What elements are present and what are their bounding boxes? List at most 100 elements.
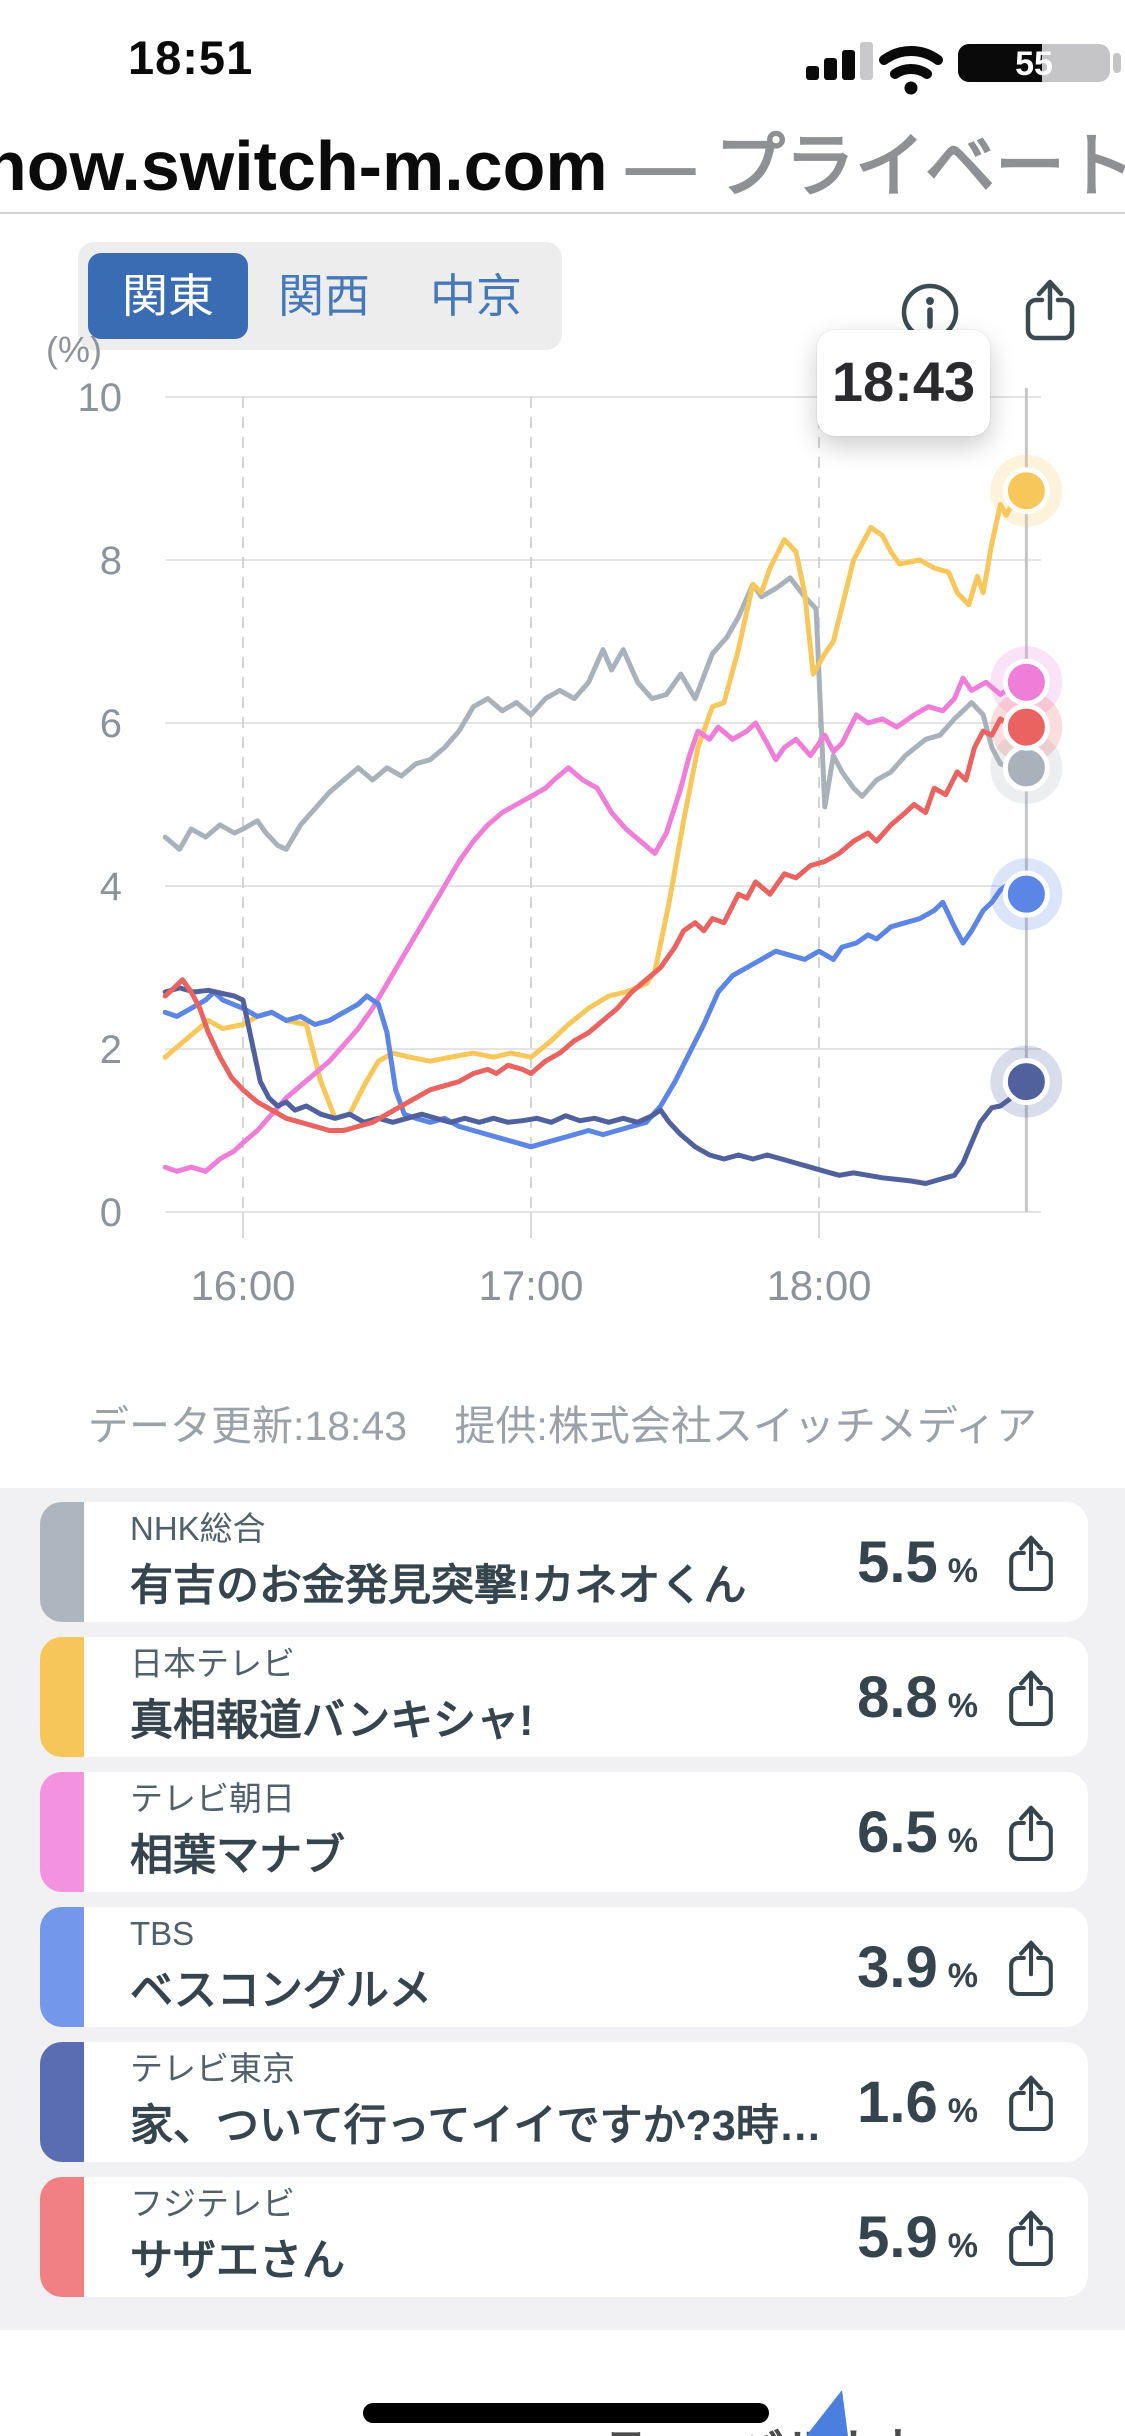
y-axis-tick-label: 10 [78,376,123,420]
series-marker [1002,467,1050,515]
status-icons: 55 [765,0,1125,100]
network-name: 日本テレビ [130,1644,295,1682]
x-axis-tick-label: 17:00 [478,1262,583,1309]
channel-card[interactable]: 日本テレビ 真相報道バンキシャ! 8.8% [40,1637,1088,1757]
series-line [162,985,1029,1186]
rating-unit: % [947,1686,978,1725]
program-title: 相葉マナブ [130,1832,345,1881]
private-browsing-label: — プライベート [625,127,1125,205]
tab-chukyo[interactable]: 中京 [430,270,522,322]
share-icon[interactable] [1004,1533,1058,1591]
rating-number: 5.9 [857,2204,938,2270]
share-icon[interactable] [1004,1803,1058,1861]
rating-value: 3.9% [857,1934,978,2001]
channel-list: NHK総合 有吉のお金発見突撃!カネオくん 5.5% 日本テレビ 真相報道バンキシャ! 8… [40,1502,1088,2297]
program-title: サザエさん [130,2237,345,2286]
series-marker [1002,744,1050,792]
channel-meta: テレビ東京家、ついて行ってイイですか?3時… [130,2049,845,2153]
rating-value: 5.9% [857,2204,978,2271]
network-name: NHK総合 [130,1509,266,1547]
series-line [162,716,1029,1133]
x-axis-tick-label: 16:00 [190,1262,295,1309]
rating-value: 8.8% [857,1664,978,1731]
rating-number: 6.5 [857,1799,938,1865]
channel-color-strip [40,1502,84,1622]
data-provider-label: 提供:株式会社スイッチメディア [454,1403,1037,1449]
address-bar[interactable]: now.switch-m.com — プライベート [0,100,1125,214]
rating-number: 3.9 [857,1934,938,2000]
channel-meta: フジテレビ サザエさん [130,2185,845,2288]
share-icon[interactable] [1004,1668,1058,1726]
share-icon[interactable] [1018,278,1082,342]
data-source-footer: データ更新:18:43 提供:株式会社スイッチメディア [0,1392,1125,1452]
channel-card[interactable]: NHK総合 有吉のお金発見突撃!カネオくん 5.5% [40,1502,1088,1622]
share-icon[interactable] [1004,1938,1058,1996]
rating-value: 1.6% [857,2069,978,2136]
wifi-icon [879,46,943,95]
channel-color-strip [40,1907,84,2027]
channel-color-strip [40,2042,84,2162]
channel-color-strip [40,1772,84,1892]
y-axis-tick-label: 0 [100,1191,122,1235]
y-axis-tick-label: 6 [100,702,122,746]
url-domain: now.switch-m.com [0,127,608,205]
program-title: 家、ついて行ってイイですか?3時… [130,2102,822,2151]
x-axis-tick-label: 18:00 [766,1262,871,1309]
rating-value: 5.5% [857,1529,978,1596]
rating-number: 8.8 [857,1664,938,1730]
home-indicator[interactable] [363,2403,769,2423]
channel-meta: テレビ朝日相葉マナブ [130,1779,845,1883]
y-axis-unit-label: (%) [46,329,102,370]
series-marker [1002,658,1050,706]
y-axis-tick-label: 4 [100,865,122,909]
rating-unit: % [947,1956,978,1995]
page-title: now.switch-m.com — プライベート [0,110,1125,211]
ratings-chart[interactable]: 10 8 6 4 2 0 (%) 16:00 17:00 18:00 [0,0,1125,1460]
channel-meta: 日本テレビ 真相報道バンキシャ! [130,1644,845,1748]
program-title: 有吉のお金発見突撃!カネオくん [130,1562,747,1611]
channel-meta: TBS ベスコングルメ [130,1914,845,2018]
channel-meta: NHK総合有吉のお金発見突撃!カネオくん [130,1509,845,1613]
tval-logo-tagline: ティーバルナウ [603,2428,922,2436]
status-clock: 18:51 [128,31,254,84]
share-icon[interactable] [1004,2073,1058,2131]
network-name: TBS [130,1914,195,1952]
series-line [162,879,1029,1150]
rating-value: 6.5% [857,1799,978,1866]
channel-card[interactable]: テレビ朝日 相葉マナブ 6.5% [40,1772,1088,1892]
series-marker [1002,703,1050,751]
share-icon[interactable] [1004,2208,1058,2266]
network-name: テレビ東京 [130,2049,295,2087]
rating-unit: % [947,1821,978,1860]
channel-color-strip [40,1637,84,1757]
series-marker [1002,870,1050,918]
rating-unit: % [947,2226,978,2265]
rating-number: 1.6 [857,2069,938,2135]
region-tab-group: 関東 関西 中京 [78,242,562,350]
channel-list-section: NHK総合 有吉のお金発見突撃!カネオくん 5.5% 日本テレビ 真相報道バンキシャ! 8… [0,1488,1125,2330]
channel-card[interactable]: フジテレビ サザエさん 5.9% [40,2177,1088,2297]
program-title: ベスコングルメ [130,1967,432,2016]
tval-logo: TVAL ティーバルナウ [295,2424,921,2436]
rating-unit: % [947,2091,978,2130]
series-line [162,488,1029,1121]
rating-unit: % [947,1551,978,1590]
channel-color-strip [40,2177,84,2297]
status-bar: 18:51 55 [0,0,1125,100]
series-line [162,675,1029,1174]
cellular-signal-icon [806,42,873,80]
rating-number: 5.5 [857,1529,938,1595]
network-name: テレビ朝日 [130,1779,295,1817]
tval-logo-triangle-icon [806,2390,848,2436]
battery-percent: 55 [1015,45,1053,83]
tab-kanto[interactable]: 関東 [88,253,248,339]
battery-icon: 55 [958,44,1121,83]
y-axis-tick-label: 8 [100,539,122,583]
channel-card[interactable]: TBS ベスコングルメ 3.9% [40,1907,1088,2027]
y-axis-tick-label: 2 [100,1028,122,1072]
tab-kansai[interactable]: 関西 [278,270,370,322]
channel-card[interactable]: テレビ東京 家、ついて行ってイイですか?3時… 1.6% [40,2042,1088,2162]
data-updated-label: データ更新:18:43 [88,1403,408,1449]
series-marker [1002,1058,1050,1106]
